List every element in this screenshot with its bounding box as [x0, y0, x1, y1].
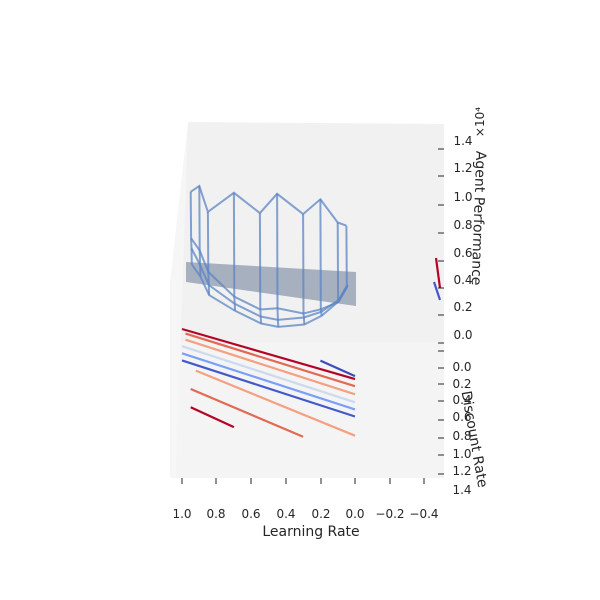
wireframe-column	[258, 213, 263, 324]
contour-line	[185, 338, 356, 396]
back-pane	[176, 122, 444, 342]
x-tick-label: −0.2	[375, 507, 404, 521]
contour-lines	[181, 257, 442, 438]
z-tick-label: 0.2	[453, 300, 472, 314]
wireframe-column	[302, 214, 306, 325]
x-tick-label: 0.2	[311, 507, 330, 521]
x-tick-label: 0.0	[345, 507, 364, 521]
contour-line	[185, 332, 356, 388]
z-axis-ticks: 0.0 0.2 0.4 0.6 0.8 1.0 1.2 1.4	[438, 134, 473, 344]
surface-plot	[186, 262, 356, 306]
z-tick-label: 0.0	[453, 328, 472, 342]
y-tick-label: 0.2	[452, 377, 471, 391]
z-tick-label: 1.2	[453, 161, 472, 175]
wireframe-column	[319, 199, 323, 316]
contour-line	[319, 359, 356, 378]
contour-line	[181, 359, 356, 418]
wireframe-column	[198, 185, 202, 277]
x-tick-label: 0.4	[276, 507, 295, 521]
side-pane	[170, 122, 188, 478]
y-tick-label: 1.4	[452, 483, 471, 497]
y-axis-ticks: 0.0 0.2 0.4 0.6 0.8 1.0 1.2 1.4	[438, 350, 472, 497]
wireframe-column	[276, 193, 280, 327]
surface-sheet	[186, 262, 356, 306]
x-axis-title: Learning Rate	[262, 524, 359, 540]
floor-pane	[176, 342, 444, 478]
wireframe-column	[206, 211, 211, 296]
wireframe-column	[345, 225, 349, 288]
contour-line	[181, 352, 356, 411]
edge-contour-mark	[432, 281, 442, 301]
z-tick-label: 1.4	[453, 134, 472, 148]
contour-line	[190, 406, 235, 429]
contour-line	[190, 387, 304, 438]
wireframe-row	[190, 247, 349, 321]
wireframe-plot	[189, 184, 349, 328]
edge-contour-mark	[434, 257, 442, 289]
y-tick-label: 0.6	[452, 410, 471, 424]
y-tick-label: 0.4	[452, 393, 471, 407]
x-tick-label: −0.4	[409, 507, 438, 521]
contour-line	[181, 327, 356, 381]
z-tick-label: 0.8	[453, 218, 472, 232]
z-tick-label: 1.0	[453, 190, 472, 204]
z-tick-label: 0.4	[453, 273, 472, 287]
wireframe-column	[189, 191, 193, 265]
x-tick-label: 0.8	[206, 507, 225, 521]
z-tick-label: 0.6	[453, 246, 472, 260]
wireframe-row	[190, 184, 347, 227]
x-tick-label: 1.0	[172, 507, 191, 521]
wireframe-column	[232, 192, 237, 311]
z-axis-title: Agent Performance	[468, 151, 489, 286]
wireframe-column	[336, 222, 340, 303]
z-multiplier-label: ×10⁴	[473, 107, 487, 137]
x-axis-ticks: 1.0 0.8 0.6 0.4 0.2 0.0 −0.2 −0.4	[172, 478, 439, 521]
y-tick-label: 0.0	[452, 360, 471, 374]
x-tick-label: 0.6	[241, 507, 260, 521]
wireframe-row	[190, 263, 349, 328]
y-tick-label: 0.8	[452, 429, 471, 443]
axis-panes	[170, 122, 444, 478]
contour-line	[181, 345, 356, 404]
contour-line	[195, 369, 356, 437]
y-tick-label: 1.0	[452, 447, 471, 461]
y-tick-label: 1.2	[452, 464, 471, 478]
